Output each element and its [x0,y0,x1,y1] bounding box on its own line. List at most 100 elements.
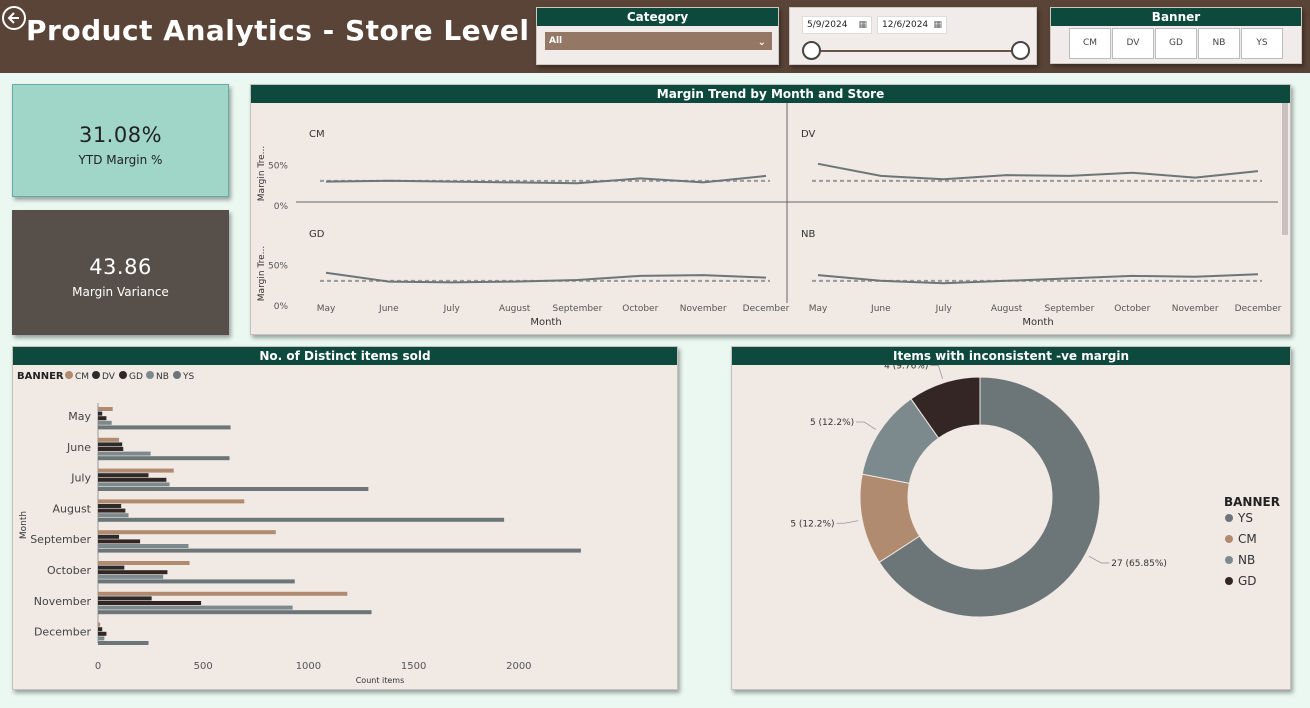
legend-marker-cm [65,371,73,379]
x-tick-label: July [935,304,953,314]
legend-label-gd: GD [129,372,143,382]
bar-gd [98,416,106,420]
end-date-handle[interactable] [1011,41,1030,60]
x-tick-label: October [622,304,658,314]
bar-ys [98,549,581,553]
category-label: October [47,564,91,577]
margin-variance-card: 43.86 Margin Variance [12,210,229,335]
series-line-cm [326,176,766,183]
legend-label-nb: NB [1238,553,1255,567]
negative-margin-chart: 27 (65.85%)5 (12.2%)5 (12.2%)4 (9.76%)BA… [732,365,1290,689]
x-tick-label: 1000 [296,661,321,672]
bar-dv [98,442,122,446]
category-label: July [70,472,91,485]
slice-leader-line [856,422,876,430]
banner-button-ys[interactable]: YS [1241,28,1283,59]
start-date-input[interactable]: 5/9/2024 ▦ [802,16,872,34]
distinct-items-panel: No. of Distinct items sold BANNER CM DV GD N… [12,346,678,690]
legend-label-ys: YS [182,372,194,382]
banner-button-nb[interactable]: NB [1198,28,1240,59]
legend-label-gd: GD [1238,574,1257,588]
back-arrow-icon[interactable] [2,6,26,30]
legend-marker-ys [1225,514,1233,522]
y-axis-title: Margin Tre... [257,246,267,301]
x-tick-label: August [499,304,531,314]
y-tick-label: 0% [274,202,289,212]
category-label: June [66,441,91,454]
x-tick-label: November [680,304,727,314]
x-tick-label: 1500 [401,661,426,672]
bar-cm [98,592,347,596]
x-tick-label: June [378,304,399,314]
negative-margin-panel: Items with inconsistent -ve margin 27 (6… [731,346,1291,690]
banner-button-gd[interactable]: GD [1155,28,1197,59]
header-bar: Product Analytics - Store Level Category… [0,0,1310,73]
series-line-dv [818,164,1258,179]
bar-nb [98,421,112,425]
bar-ys [98,641,149,645]
bar-gd [98,509,125,513]
legend-label-cm: CM [1238,532,1257,546]
y-tick-label: 0% [274,302,289,312]
chevron-down-icon: ⌄ [758,34,766,52]
bar-gd [98,478,166,482]
start-date-value: 5/9/2024 [807,20,847,30]
legend-title: BANNER [17,371,64,382]
bar-dv [98,473,149,477]
legend-label-nb: NB [156,372,169,382]
x-tick-label: August [991,304,1023,314]
x-tick-label: June [870,304,891,314]
category-dropdown[interactable]: All ⌄ [545,32,772,50]
panel-label-nb: NB [801,229,815,240]
bar-gd [98,539,140,543]
bar-dv [98,535,119,539]
bar-nb [98,513,129,517]
ytd-margin-value: 31.08% [13,123,228,147]
bar-nb [98,606,293,610]
x-tick-label: May [809,304,828,314]
bar-dv [98,596,152,600]
start-date-handle[interactable] [802,41,821,60]
distinct-items-title: No. of Distinct items sold [13,347,677,365]
banner-button-dv[interactable]: DV [1112,28,1154,59]
legend-marker-ys [173,371,181,379]
bar-dv [98,504,121,508]
scrollbar-thumb [1282,103,1288,235]
x-tick-label: September [553,304,603,314]
date-range-track[interactable] [812,50,1020,52]
x-tick-label: October [1114,304,1150,314]
slice-leader-line [1089,556,1109,563]
ytd-margin-label: YTD Margin % [13,153,228,167]
slice-label-nb: 5 (12.2%) [810,418,854,428]
category-slicer: Category All ⌄ [536,7,779,65]
panel-label-cm: CM [309,129,325,140]
x-tick-label: 0 [95,661,101,672]
bar-cm [98,530,276,534]
y-tick-label: 50% [268,261,288,271]
bar-ys [98,518,504,522]
end-date-input[interactable]: 12/6/2024 ▦ [877,16,947,34]
bar-cm [98,561,190,565]
x-axis-title: Month [1022,317,1053,328]
bar-dv [98,566,124,570]
category-slicer-label: Category [537,8,778,26]
series-line-nb [818,274,1258,283]
legend-marker-dv [92,371,100,379]
slice-leader-line [930,365,942,378]
x-axis-title: Count items [356,676,405,685]
x-tick-label: December [743,304,790,314]
bar-nb [98,544,188,548]
banner-button-cm[interactable]: CM [1069,28,1111,59]
calendar-icon: ▦ [933,17,942,33]
x-tick-label: May [317,304,336,314]
calendar-icon: ▦ [858,17,867,33]
legend-marker-gd [1225,577,1233,585]
margin-variance-value: 43.86 [12,255,229,279]
x-tick-label: July [443,304,461,314]
bar-gd [98,632,106,636]
bar-gd [98,447,123,451]
y-tick-label: 50% [268,161,288,171]
page-title: Product Analytics - Store Level [26,14,530,47]
category-label: September [30,533,91,546]
category-label: December [34,626,92,639]
